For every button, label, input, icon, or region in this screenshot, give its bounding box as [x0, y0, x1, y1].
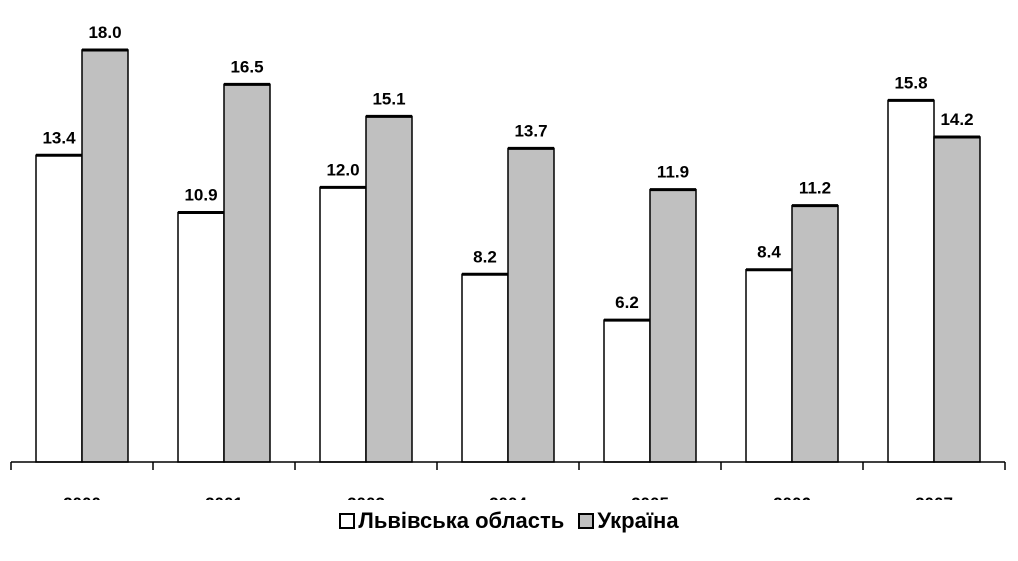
legend-label-lviv: Львівська область: [358, 508, 565, 533]
bar-lviv-2000: [35, 154, 83, 463]
data-labels-group: 13.4 18.0 10.9 16.5 12.0 15.1 8.2 13.7 6.2 11.9 8.…: [42, 23, 973, 312]
x-tick-label-2003: 2003: [347, 494, 385, 500]
bar-lviv-2003: [319, 186, 367, 463]
x-tick-label-2001: 2001: [205, 494, 243, 500]
data-label-ukraine-2001: 16.5: [230, 57, 263, 76]
data-label-lviv-2005: 6.2: [615, 293, 639, 312]
bar-ukraine-2007: [933, 136, 981, 463]
legend-swatch-ukraine: [578, 513, 595, 529]
bar-lviv-2001: [177, 211, 225, 463]
x-tick-label-2006: 2006: [773, 494, 811, 500]
data-label-ukraine-2006: 11.2: [799, 179, 831, 198]
data-label-ukraine-2007: 14.2: [940, 110, 973, 129]
legend-label-ukraine: Україна: [597, 508, 679, 533]
bar-lviv-2005: [603, 319, 651, 463]
data-label-ukraine-2005: 11.9: [657, 163, 689, 182]
data-label-ukraine-2000: 18.0: [88, 23, 121, 42]
data-label-ukraine-2004: 13.7: [514, 121, 547, 140]
x-axis: 2000 2001 2003 2004 2005 2006 2007: [10, 461, 1006, 500]
data-label-lviv-2000: 13.4: [42, 128, 76, 147]
x-tick-label-2000: 2000: [63, 494, 101, 500]
data-label-lviv-2004: 8.2: [473, 247, 497, 266]
legend-item-ukraine: Україна: [578, 508, 679, 534]
bar-ukraine-2004: [507, 147, 555, 463]
data-label-lviv-2006: 8.4: [757, 243, 781, 262]
legend: Львівська область Україна: [0, 508, 1018, 534]
data-label-ukraine-2003: 15.1: [372, 89, 405, 108]
data-label-lviv-2001: 10.9: [184, 186, 217, 205]
x-tick-label-2004: 2004: [489, 494, 527, 500]
data-label-lviv-2007: 15.8: [894, 73, 927, 92]
bar-ukraine-2000: [81, 49, 129, 463]
legend-swatch-lviv: [339, 513, 356, 529]
x-tick-label-2005: 2005: [631, 494, 669, 500]
bar-lviv-2006: [745, 268, 793, 463]
bar-lviv-2004: [461, 273, 509, 463]
bar-chart: 13.4 18.0 10.9 16.5 12.0 15.1 8.2 13.7 6.2 11.9 8.…: [10, 23, 1006, 500]
bar-ukraine-2001: [223, 83, 271, 463]
bar-ukraine-2006: [791, 204, 839, 463]
legend-item-lviv: Львівська область: [339, 508, 564, 534]
x-tick-label-2007: 2007: [915, 494, 953, 500]
data-label-lviv-2003: 12.0: [326, 160, 359, 179]
bar-ukraine-2003: [365, 115, 413, 463]
bar-ukraine-2005: [649, 188, 697, 463]
bars-group: [35, 48, 981, 463]
bar-lviv-2007: [887, 99, 935, 463]
